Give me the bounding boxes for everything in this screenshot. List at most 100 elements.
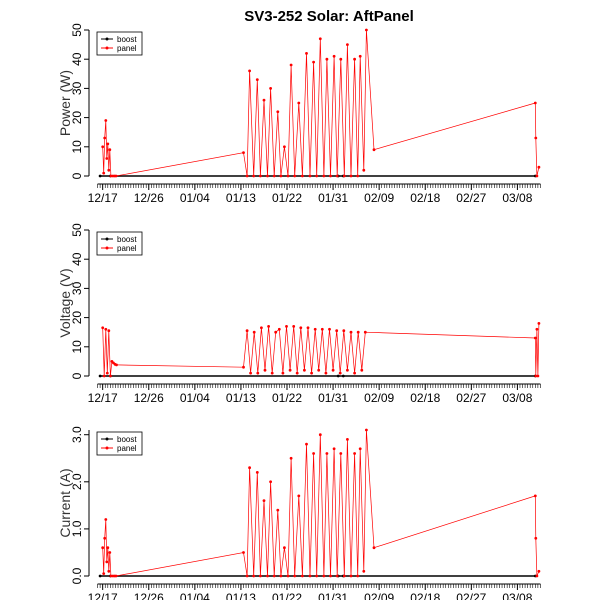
data-point-panel xyxy=(285,325,288,328)
data-point-panel xyxy=(267,325,270,328)
data-point-panel xyxy=(301,574,304,578)
data-point-panel xyxy=(242,151,245,155)
data-point-panel xyxy=(335,174,339,178)
series-boost xyxy=(98,374,537,378)
data-point-panel xyxy=(325,57,329,61)
data-point-panel xyxy=(533,336,537,340)
data-point-panel xyxy=(289,63,293,67)
data-point-panel xyxy=(349,574,353,578)
data-point-panel xyxy=(318,37,322,41)
x-tick-label: 02/18 xyxy=(410,391,440,405)
series-line-panel xyxy=(102,429,540,577)
data-point-panel xyxy=(338,371,342,375)
series-line-panel xyxy=(102,29,540,177)
data-point-panel xyxy=(276,508,280,512)
data-point-panel xyxy=(252,330,256,334)
data-point-panel xyxy=(260,326,263,330)
data-point-panel xyxy=(322,574,326,578)
data-point-panel xyxy=(295,371,299,375)
data-point-panel xyxy=(277,327,281,331)
x-tick-label: 12/26 xyxy=(134,191,164,205)
legend-box xyxy=(96,431,143,456)
y-tick-label: 30 xyxy=(70,281,84,295)
y-tick-label: 20 xyxy=(70,111,84,125)
legend-label-panel: panel xyxy=(117,444,137,453)
data-point-panel xyxy=(353,57,356,61)
x-tick-label: 01/22 xyxy=(272,391,302,405)
data-point-panel xyxy=(306,326,310,330)
data-point-panel xyxy=(537,165,541,169)
data-point-boost xyxy=(341,374,345,378)
legend-box xyxy=(96,31,143,56)
data-point-panel xyxy=(346,43,349,46)
data-point-panel xyxy=(276,110,280,114)
data-point-panel xyxy=(245,329,249,333)
data-point-panel xyxy=(106,546,110,550)
data-point-panel xyxy=(248,69,252,73)
data-point-panel xyxy=(297,494,301,498)
data-point-panel xyxy=(115,363,118,367)
data-point-panel xyxy=(283,145,286,149)
y-tick-label: 30 xyxy=(70,81,84,95)
data-point-panel xyxy=(362,569,366,573)
x-minor-ticks xyxy=(97,384,541,388)
data-point-panel xyxy=(310,371,313,375)
y-tick-label: 10 xyxy=(70,340,84,354)
x-tick-label: 02/09 xyxy=(364,391,394,405)
data-point-panel xyxy=(533,101,537,105)
data-point-panel xyxy=(349,330,353,334)
data-point-panel xyxy=(102,572,106,575)
data-point-panel xyxy=(339,452,343,455)
data-point-panel xyxy=(255,471,259,474)
legend-box xyxy=(96,231,143,256)
data-point-panel xyxy=(279,174,283,178)
data-point-panel xyxy=(104,119,108,122)
data-point-panel xyxy=(356,574,360,578)
y-tick-label: 40 xyxy=(70,52,84,66)
series-panel xyxy=(101,28,541,178)
data-point-panel xyxy=(315,174,319,178)
data-point-panel xyxy=(104,518,108,521)
data-point-panel xyxy=(242,551,245,554)
data-point-panel xyxy=(308,574,312,578)
data-point-panel xyxy=(292,325,296,328)
legend-label-panel: panel xyxy=(117,44,137,53)
x-tick-label: 12/26 xyxy=(134,591,164,600)
data-point-panel xyxy=(346,368,349,372)
y-tick-label: 2.0 xyxy=(70,473,84,490)
x-tick-label: 01/04 xyxy=(180,391,210,405)
y-tick-label: 40 xyxy=(70,252,84,266)
data-point-panel xyxy=(114,174,118,178)
data-point-panel xyxy=(372,148,376,152)
series-panel xyxy=(101,322,541,378)
data-point-panel xyxy=(104,327,108,331)
data-point-boost xyxy=(98,574,102,578)
data-point-panel xyxy=(109,374,112,378)
data-point-panel xyxy=(312,452,315,455)
data-point-panel xyxy=(537,569,541,573)
data-point-panel xyxy=(101,145,105,149)
data-point-panel xyxy=(331,368,335,372)
data-point-panel xyxy=(269,87,272,90)
legend-marker-boost xyxy=(105,237,109,241)
series-line-panel xyxy=(102,323,540,377)
y-axis-title: Current (A) xyxy=(57,468,73,537)
x-tick-label: 01/31 xyxy=(318,591,348,600)
data-point-panel xyxy=(328,327,331,331)
x-tick-label: 01/22 xyxy=(272,591,302,600)
x-tick-label: 01/13 xyxy=(226,191,256,205)
data-point-boost xyxy=(336,374,340,378)
data-point-panel xyxy=(262,499,266,502)
data-point-panel xyxy=(249,371,253,375)
data-point-panel xyxy=(266,574,269,578)
data-point-panel xyxy=(332,447,336,451)
x-tick-label: 02/27 xyxy=(456,391,486,405)
data-point-panel xyxy=(356,174,360,178)
data-point-panel xyxy=(534,136,538,140)
data-point-panel xyxy=(281,371,285,375)
data-point-panel xyxy=(259,174,262,178)
data-point-panel xyxy=(329,574,332,578)
